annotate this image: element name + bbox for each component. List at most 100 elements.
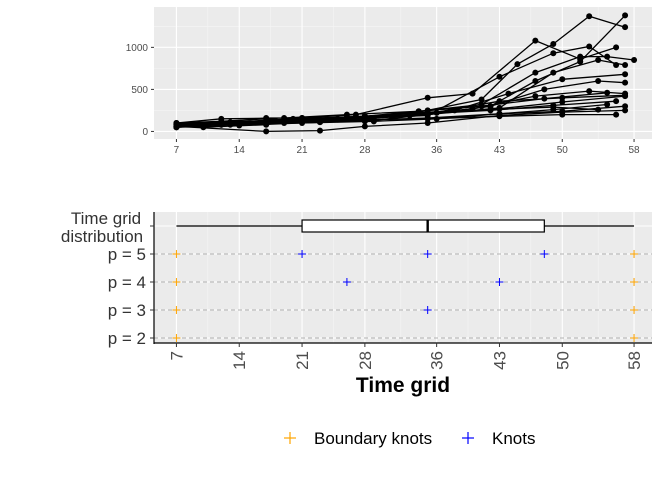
data-point — [281, 120, 288, 127]
legend-item-boundary: Boundary knots — [284, 429, 432, 448]
data-point — [586, 88, 593, 95]
data-point — [424, 109, 431, 116]
data-point — [469, 90, 476, 97]
data-point — [622, 79, 629, 86]
data-point — [478, 103, 485, 110]
data-point — [263, 128, 270, 135]
series-line-17 — [176, 103, 608, 128]
data-point — [218, 120, 225, 127]
time-grid-boxplot — [176, 219, 635, 233]
data-point — [604, 101, 611, 108]
data-point — [424, 120, 431, 127]
data-point — [550, 106, 557, 113]
row-label: p = 4 — [108, 273, 146, 292]
knots-rows — [154, 250, 652, 342]
x-tick-label: 50 — [557, 145, 569, 156]
row-label: p = 3 — [108, 301, 146, 320]
legend-boundary-label: Boundary knots — [314, 429, 432, 448]
boundary-knot-marker — [630, 250, 639, 258]
data-point — [227, 121, 234, 128]
row-label: p = 2 — [108, 329, 146, 348]
knot-marker — [298, 250, 307, 258]
data-point — [496, 98, 503, 105]
data-point — [595, 106, 602, 113]
data-point — [406, 111, 413, 118]
data-point — [317, 127, 323, 134]
row-label-time-grid: Time grid distribution — [61, 209, 143, 246]
row-label-line: distribution — [61, 227, 143, 246]
data-point — [478, 96, 485, 103]
data-point — [577, 53, 584, 60]
data-point — [290, 116, 297, 123]
data-point — [622, 71, 629, 78]
x-tick-label: 21 — [293, 351, 312, 370]
data-point — [433, 115, 440, 122]
data-point — [631, 56, 638, 63]
boxplot-box — [301, 219, 545, 233]
x-tick-label: 36 — [431, 145, 443, 156]
data-point — [272, 117, 279, 124]
boundary-knot-marker — [630, 278, 639, 286]
x-axis-title: Time grid — [356, 374, 450, 397]
data-point — [173, 120, 180, 127]
y-tick-label: 1000 — [126, 43, 149, 54]
data-point — [424, 94, 431, 101]
x-tick-label: 7 — [167, 351, 186, 360]
data-point — [541, 95, 548, 102]
data-point — [595, 77, 602, 84]
data-point — [532, 69, 539, 76]
data-point — [334, 116, 341, 123]
boundary-knot-marker — [172, 278, 181, 286]
data-point — [532, 37, 539, 44]
data-point — [613, 44, 620, 51]
data-point — [622, 103, 629, 110]
data-point — [622, 107, 629, 114]
data-point — [299, 120, 306, 127]
data-point — [532, 93, 539, 100]
data-point — [622, 24, 629, 31]
data-point — [352, 115, 359, 122]
data-point — [577, 58, 584, 65]
data-point — [173, 124, 180, 131]
boundary-knot-marker — [630, 306, 639, 314]
data-point — [550, 40, 557, 47]
legend: Boundary knots Knots — [284, 429, 535, 448]
data-point — [361, 116, 368, 123]
data-point — [496, 73, 503, 80]
series-line-13 — [176, 106, 599, 125]
y-tick-label: 500 — [131, 85, 148, 96]
x-tick-label: 43 — [494, 145, 506, 156]
data-point — [263, 121, 270, 128]
x-tick-label: 28 — [359, 145, 371, 156]
knot-marker — [540, 250, 549, 258]
y-tick-label: 0 — [142, 127, 148, 138]
knot-marker — [423, 306, 432, 314]
x-tick-label: 21 — [296, 145, 308, 156]
x-tick-label: 58 — [625, 351, 644, 370]
data-point — [559, 76, 566, 83]
data-point — [424, 114, 431, 121]
data-point — [388, 113, 395, 120]
boundary-knot-marker — [172, 306, 181, 314]
data-point — [451, 107, 458, 114]
knot-marker — [423, 250, 432, 258]
x-tick-label: 14 — [234, 145, 246, 156]
data-point — [622, 12, 629, 19]
x-tick-label: 36 — [428, 351, 447, 370]
data-point — [559, 99, 566, 106]
data-point — [487, 106, 494, 113]
data-point — [281, 114, 288, 121]
data-point — [532, 77, 539, 84]
data-point — [505, 90, 512, 97]
data-point — [370, 116, 377, 123]
boundary-knot-marker — [630, 334, 639, 342]
data-point — [622, 62, 629, 69]
data-point — [514, 61, 521, 68]
trajectory-y-ticks: 0 500 1000 — [126, 43, 154, 138]
data-point — [559, 108, 566, 115]
data-point — [622, 93, 629, 100]
